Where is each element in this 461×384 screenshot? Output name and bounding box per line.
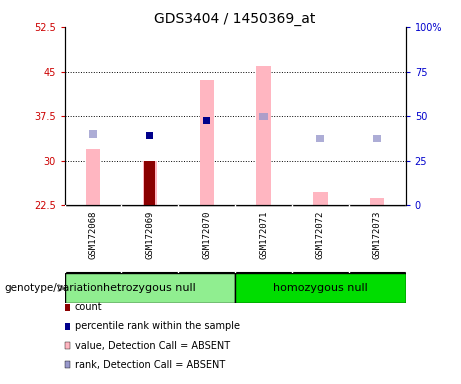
Bar	[89, 131, 97, 137]
Bar	[373, 135, 381, 142]
Text: GSM172069: GSM172069	[145, 211, 154, 259]
Bar	[256, 66, 271, 205]
Bar	[65, 273, 235, 303]
Bar	[200, 81, 214, 205]
Bar	[235, 273, 406, 303]
Text: percentile rank within the sample: percentile rank within the sample	[75, 321, 240, 331]
Text: value, Detection Call = ABSENT: value, Detection Call = ABSENT	[75, 341, 230, 351]
Bar	[370, 198, 384, 205]
Bar	[144, 161, 155, 205]
Bar	[147, 132, 153, 139]
Bar	[260, 113, 268, 120]
Text: hetrozygous null: hetrozygous null	[103, 283, 196, 293]
Text: GSM172070: GSM172070	[202, 211, 211, 259]
Bar	[203, 117, 210, 124]
Bar	[86, 149, 100, 205]
Text: rank, Detection Call = ABSENT: rank, Detection Call = ABSENT	[75, 360, 225, 370]
Text: GSM172072: GSM172072	[316, 211, 325, 259]
Text: homozygous null: homozygous null	[273, 283, 368, 293]
Title: GDS3404 / 1450369_at: GDS3404 / 1450369_at	[154, 12, 316, 26]
Text: GSM172068: GSM172068	[89, 211, 97, 259]
Bar	[313, 192, 327, 205]
Text: GSM172071: GSM172071	[259, 211, 268, 259]
Text: genotype/variation: genotype/variation	[5, 283, 104, 293]
Text: count: count	[75, 302, 102, 312]
Text: GSM172073: GSM172073	[373, 211, 382, 259]
Bar	[316, 135, 325, 142]
Bar	[143, 161, 157, 205]
